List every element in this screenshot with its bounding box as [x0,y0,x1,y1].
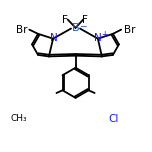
Text: Br: Br [124,25,136,35]
Text: F: F [62,15,68,25]
Text: Br: Br [16,25,27,35]
Text: F: F [82,15,88,25]
Text: N: N [94,33,101,43]
Text: B: B [71,23,79,33]
Text: Cl: Cl [109,114,119,124]
Text: N: N [50,33,57,43]
Text: CH₃: CH₃ [10,114,27,123]
Text: −: − [79,21,86,30]
Text: +: + [101,30,107,39]
